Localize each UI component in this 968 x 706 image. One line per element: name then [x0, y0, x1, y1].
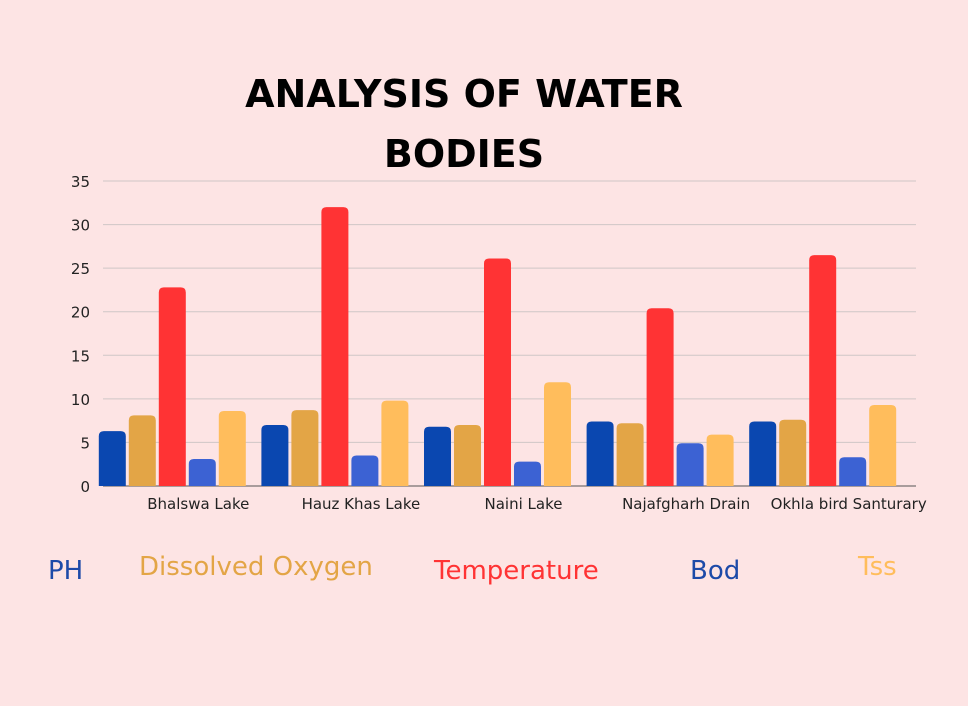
y-tick-label: 30: [71, 217, 90, 235]
chart-title-line-1: ANALYSIS OF WATER: [245, 72, 683, 116]
bar-temperature: [646, 308, 674, 486]
bar-temperature: [484, 258, 511, 486]
legend-item-temperature: Temperature: [434, 556, 599, 586]
bar-dissolved-oxygen: [454, 425, 481, 486]
bar-ph: [98, 431, 126, 486]
bar-dissolved-oxygen: [616, 423, 644, 486]
y-tick-label: 5: [80, 434, 90, 452]
bar-tss: [218, 411, 246, 486]
bar-tss: [706, 434, 734, 486]
bar-temperature: [158, 287, 186, 486]
legend-item-bod: Bod: [690, 556, 741, 586]
bar-ph: [424, 426, 451, 486]
x-tick-label: Naini Lake: [485, 495, 563, 513]
bar-temperature: [321, 207, 349, 486]
x-tick-label: Bhalswa Lake: [147, 495, 249, 513]
bar-ph: [586, 421, 614, 486]
bar-temperature: [809, 255, 837, 486]
bar-ph: [749, 421, 777, 486]
bar-bod: [514, 461, 541, 486]
bar-bod: [188, 458, 216, 486]
y-tick-label: 35: [71, 173, 90, 191]
bar-bod: [839, 457, 867, 486]
y-tick-label: 10: [71, 391, 90, 409]
legend-item-ph: PH: [48, 556, 84, 586]
bar-tss: [381, 400, 409, 486]
bar-bod: [351, 455, 379, 486]
legend-item-tss: Tss: [858, 552, 897, 582]
legend-item-dissolved-oxygen: Dissolved Oxygen: [139, 552, 373, 582]
chart-title-line-2: BODIES: [383, 132, 545, 176]
chart-title: ANALYSIS OF WATER BODIES: [244, 64, 684, 184]
y-tick-label: 20: [71, 304, 90, 322]
bar-bod: [676, 443, 704, 486]
bar-dissolved-oxygen: [779, 419, 807, 486]
bar-tss: [544, 382, 571, 486]
x-tick-label: Okhla bird Santurary: [771, 495, 927, 513]
y-tick-label: 15: [71, 347, 90, 365]
bar-ph: [261, 425, 289, 486]
x-tick-label: Najafgharh Drain: [622, 495, 750, 513]
bar-dissolved-oxygen: [128, 415, 156, 486]
x-tick-label: Hauz Khas Lake: [302, 495, 421, 513]
y-tick-label: 0: [80, 478, 90, 496]
y-tick-label: 25: [71, 260, 90, 278]
bar-dissolved-oxygen: [291, 410, 319, 486]
bar-tss: [869, 404, 897, 486]
